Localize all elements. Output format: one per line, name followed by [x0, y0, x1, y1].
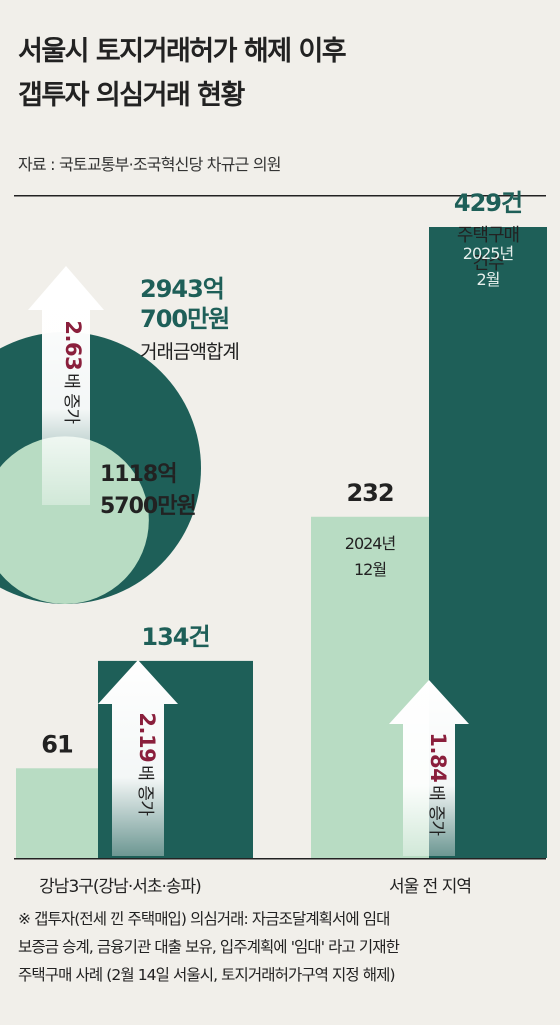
value-label-before-1: 61 [41, 730, 73, 758]
bubble-before-value-line-2: 5700만원 [100, 494, 196, 519]
source-note: 자료 : 국토교통부·조국혁신당 차규근 의원 [18, 155, 281, 174]
ratio-label-2-value: 1.84 [426, 732, 450, 782]
bubble-label: 거래금액합계 [140, 341, 239, 363]
title-line-2: 갭투자 의심거래 현황 [18, 80, 245, 111]
value-sublabel-after-2-2: 건수 [472, 253, 504, 274]
top-divider [14, 195, 546, 197]
period-label-before-2: 12월 [354, 560, 386, 579]
growth-arrow-2 [389, 680, 469, 856]
value-label-after-2: 429건 [454, 189, 522, 217]
bubble-after-value-line-2: 700만원 [140, 305, 229, 333]
period-label-before-1: 2024년 [345, 534, 396, 553]
footnote-line-1: ※ 갭투자(전세 낀 주택매입) 의심거래: 자금조달계획서에 임대 [18, 910, 390, 928]
footnote-line-3: 주택구매 사례 (2월 14일 서울시, 토지거래허가구역 지정 해제) [18, 966, 396, 984]
bubble-before-value-line-1: 1118억 [100, 462, 176, 487]
ratio-label-1-suffix: 배 증가 [135, 765, 155, 816]
period-label-after-2: 2월 [477, 270, 500, 289]
baseline [14, 858, 546, 860]
value-label-after-1: 134건 [141, 623, 209, 651]
value-label-before-2: 232 [346, 479, 393, 507]
value-sublabel-after-2-1: 주택구매 [457, 225, 519, 246]
ratio-label-1: 2.19 배 증가 [135, 712, 159, 816]
bar-before-1 [16, 768, 98, 858]
title-line-1: 서울시 토지거래허가 해제 이후 [18, 36, 347, 67]
period-label-after-1: 2025년 [463, 244, 514, 263]
footnote: ※ 갭투자(전세 낀 주택매입) 의심거래: 자금조달계획서에 임대 보증금 승… [18, 905, 546, 989]
bubble-ratio-label-suffix: 배 증가 [61, 373, 81, 424]
chart-title: 서울시 토지거래허가 해제 이후 갭투자 의심거래 현황 [18, 30, 347, 118]
bubble-before [0, 436, 149, 604]
category-label-2: 서울 전 지역 [389, 877, 471, 897]
ratio-label-1-value: 2.19 [135, 712, 159, 762]
bubble-growth-arrow [28, 266, 104, 505]
footnote-line-2: 보증금 승계, 금융기관 대출 보유, 입주계획에 '임대' 라고 기재한 [18, 938, 400, 956]
ratio-label-2: 1.84 배 증가 [426, 732, 450, 836]
ratio-label-2-suffix: 배 증가 [426, 785, 446, 836]
bubble-ratio-label-value: 2.63 [61, 320, 85, 370]
category-label-1: 강남3구(강남·서초·송파) [39, 877, 201, 897]
growth-arrow-1 [98, 660, 178, 856]
bubble-ratio-label: 2.63 배 증가 [61, 320, 85, 424]
bubble-after-value-line-1: 2943억 [140, 275, 224, 303]
